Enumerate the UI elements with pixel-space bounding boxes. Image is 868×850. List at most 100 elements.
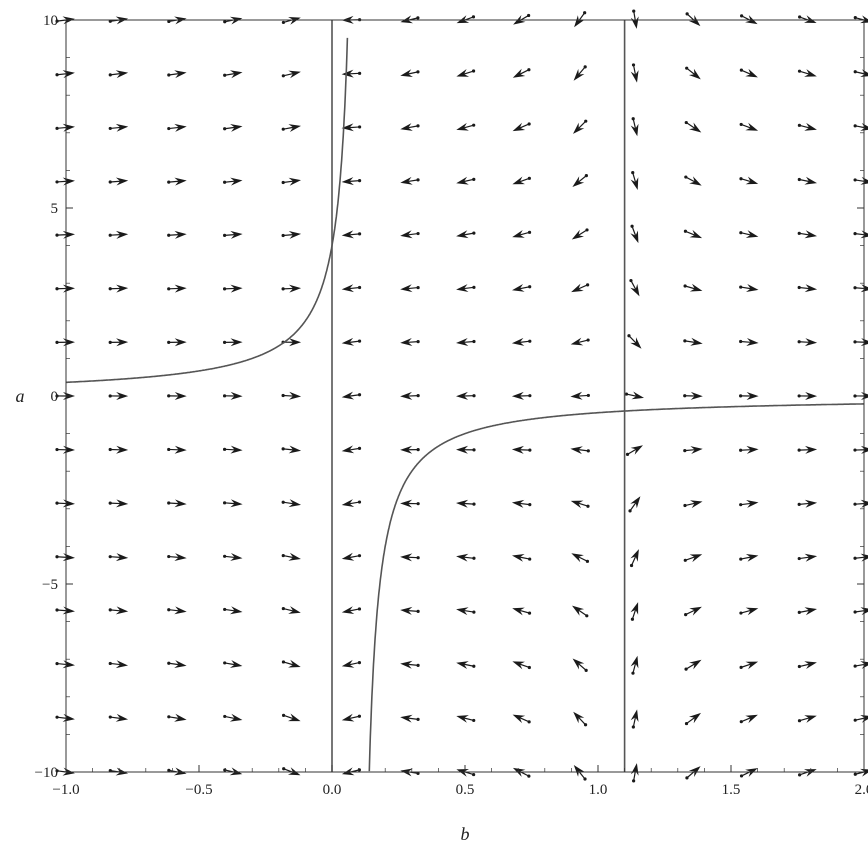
x-tick-label: −0.5	[185, 782, 212, 798]
vector-arrow	[55, 123, 75, 132]
vector-arrow	[739, 230, 759, 238]
vector-arrow	[341, 337, 362, 346]
vector-arrow	[400, 499, 420, 508]
vector-arrow	[108, 123, 129, 132]
vector-arrow	[167, 123, 187, 132]
vector-arrow	[281, 124, 301, 132]
vector-arrow	[55, 606, 75, 615]
vector-arrow	[574, 11, 587, 28]
vector-arrow	[400, 284, 420, 293]
vector-arrow	[341, 552, 362, 561]
vector-arrow	[55, 445, 75, 454]
y-tick-label: 5	[51, 201, 59, 217]
vector-arrow	[573, 711, 588, 727]
vector-arrow	[108, 177, 129, 186]
vector-arrow	[684, 175, 702, 186]
vector-arrow	[456, 391, 476, 400]
vector-arrow	[281, 713, 301, 722]
vector-arrow	[739, 714, 758, 724]
vector-arrow	[108, 713, 129, 722]
vector-arrow	[571, 553, 590, 563]
vector-arrow	[55, 499, 75, 508]
vector-arrow	[281, 606, 301, 614]
vector-arrow	[400, 714, 420, 723]
vector-arrow	[108, 284, 129, 293]
vector-arrow	[281, 445, 302, 454]
vector-arrow	[281, 499, 301, 508]
vector-arrow	[797, 553, 818, 562]
vector-arrow	[281, 231, 302, 239]
vector-arrow	[108, 392, 129, 400]
vector-arrow	[511, 391, 532, 400]
vector-arrow	[573, 65, 587, 81]
x-tick-label: 0.0	[323, 782, 342, 798]
vector-arrow	[400, 338, 420, 346]
vector-arrow	[853, 230, 868, 239]
vector-arrow	[341, 499, 362, 507]
vector-arrow	[281, 177, 301, 186]
vector-arrow	[167, 553, 187, 561]
vector-arrow	[630, 655, 639, 675]
y-tick-label: 0	[51, 389, 59, 405]
vector-arrow	[512, 554, 532, 562]
vector-arrow	[630, 63, 639, 83]
vector-arrow	[513, 13, 531, 25]
x-axis-label: b	[461, 824, 470, 844]
vector-arrow	[456, 715, 476, 723]
vector-arrow	[341, 445, 362, 454]
vector-arrow	[456, 553, 476, 562]
vector-arrow	[512, 284, 532, 292]
vector-arrow	[456, 69, 476, 77]
vector-arrow	[685, 12, 701, 27]
vector-arrow	[167, 713, 187, 722]
vector-arrow	[222, 391, 243, 400]
vector-arrow	[629, 549, 639, 568]
vector-arrow	[108, 70, 129, 79]
vector-arrow	[684, 606, 702, 617]
x-tick-label: 1.0	[589, 782, 608, 798]
vector-arrow	[511, 445, 532, 454]
vector-arrow	[167, 70, 187, 79]
vector-arrow	[739, 122, 759, 131]
vector-arrow	[167, 177, 187, 186]
vector-arrow	[55, 553, 75, 562]
vector-arrow	[167, 660, 187, 668]
vector-arrow	[281, 17, 301, 25]
x-axis-ticks: −1.0 −0.5 0.0 0.5 1.0 1.5 2.0	[52, 765, 868, 798]
vector-arrow	[223, 177, 243, 186]
vector-arrow	[684, 712, 701, 726]
vector-arrow	[400, 445, 420, 454]
vector-arrow	[630, 171, 639, 190]
vector-arrow	[853, 499, 868, 508]
y-tick-label: −10	[35, 765, 58, 781]
vector-arrow	[797, 69, 817, 77]
vector-arrow	[456, 230, 476, 239]
vector-arrow	[572, 174, 588, 187]
vector-arrow	[281, 552, 301, 561]
vector-arrow	[223, 16, 243, 25]
vector-arrow	[512, 68, 531, 78]
vector-arrow	[223, 124, 243, 132]
y-axis-label: a	[16, 386, 25, 406]
vector-arrow	[108, 338, 129, 347]
vector-arrow	[55, 177, 75, 186]
vector-arrow	[223, 606, 243, 615]
vector-arrow	[797, 176, 817, 185]
vector-arrow	[400, 660, 420, 669]
vector-arrow	[400, 123, 420, 131]
vector-arrow	[853, 661, 868, 669]
vector-arrow	[223, 660, 243, 668]
vector-arrow	[167, 230, 187, 239]
vector-arrow	[223, 70, 243, 79]
vector-arrow	[739, 284, 759, 292]
vector-arrow	[853, 15, 868, 24]
vector-arrow	[223, 499, 243, 508]
vector-arrow	[512, 176, 531, 185]
vector-arrow	[456, 661, 476, 669]
x-tick-label: 1.5	[722, 782, 741, 798]
vector-arrow	[223, 553, 243, 561]
vector-arrow	[341, 606, 362, 614]
vector-arrow	[739, 661, 759, 670]
vector-arrow	[628, 496, 641, 513]
